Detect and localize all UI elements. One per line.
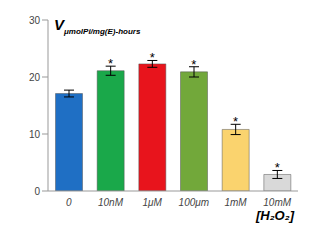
svg-text:1mM: 1mM [224, 197, 247, 208]
html-text:[H₂O₂]: [H₂O₂] [255, 208, 294, 223]
html-text:VμmolPi/mg(E)-hours: VμmolPi/mg(E)-hours [54, 16, 141, 37]
svg-text:30: 30 [29, 15, 41, 26]
svg-text:0: 0 [66, 197, 72, 208]
svg-text:*: * [233, 114, 238, 129]
svg-text:10nM: 10nM [98, 197, 124, 208]
svg-text:10mM: 10mM [263, 197, 291, 208]
svg-text:1μM: 1μM [142, 197, 162, 208]
svg-text:0: 0 [34, 186, 40, 197]
svg-text:*: * [275, 160, 280, 175]
svg-text:*: * [150, 50, 155, 65]
svg-text:100μm: 100μm [179, 197, 210, 208]
svg-text:10: 10 [29, 129, 41, 140]
svg-text:*: * [108, 56, 113, 71]
svg-text:20: 20 [29, 72, 41, 83]
svg-text:*: * [191, 57, 196, 72]
